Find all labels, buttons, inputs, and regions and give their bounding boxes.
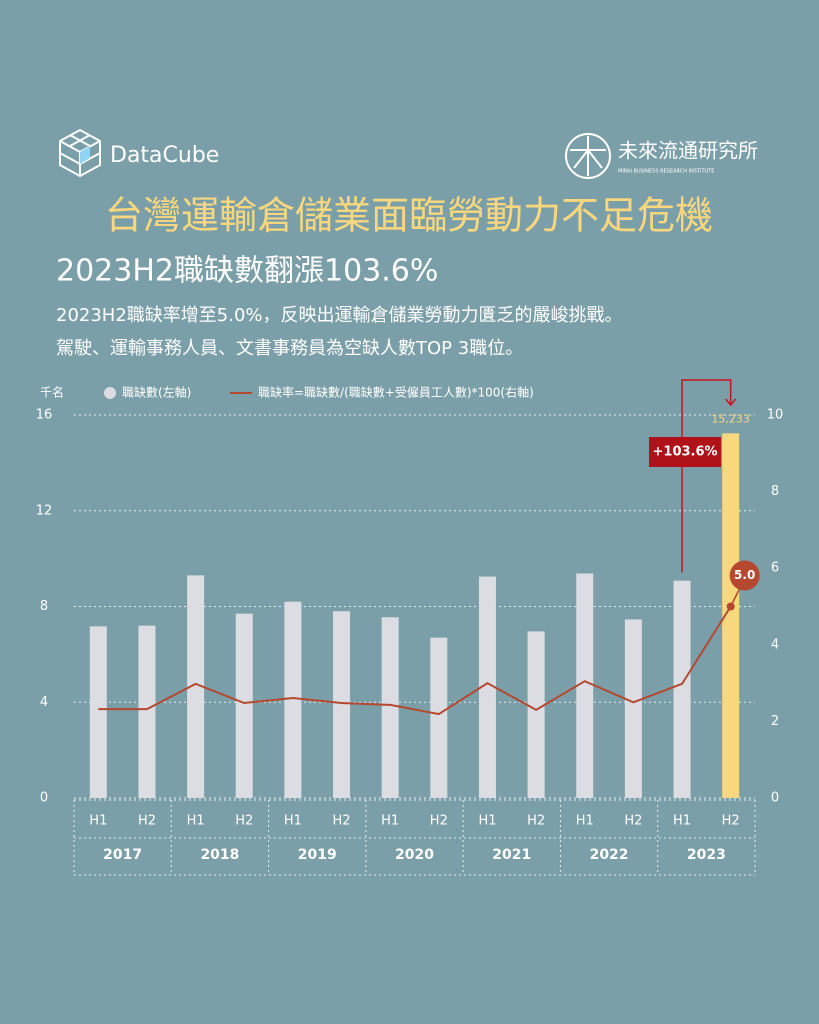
legend-marker xyxy=(104,387,116,399)
x-tick-label: H1 xyxy=(89,814,107,829)
y2-tick-label: 4 xyxy=(771,637,779,652)
y-tick-label: 4 xyxy=(40,695,48,710)
group-label: 2021 xyxy=(492,847,531,863)
group-label: 2018 xyxy=(200,847,239,863)
datacube-logo xyxy=(59,128,101,178)
bar xyxy=(187,575,205,798)
subtitle: 2023H2職缺數翻漲103.6% xyxy=(56,254,438,289)
bar xyxy=(478,576,496,798)
x-tick-label: H2 xyxy=(333,814,351,829)
bar xyxy=(673,580,691,798)
label-bubble xyxy=(729,560,760,591)
bar xyxy=(722,433,740,798)
x-tick-label: H2 xyxy=(527,814,545,829)
y2-tick-label: 0 xyxy=(771,791,779,806)
annotation-arrow xyxy=(681,379,732,573)
bar xyxy=(381,617,399,798)
x-tick-label: H2 xyxy=(138,814,156,829)
group-label: 2022 xyxy=(590,847,629,863)
legend-label: 職缺數(左軸) xyxy=(122,385,191,400)
bar xyxy=(89,626,107,798)
y-tick-label: 12 xyxy=(36,503,53,518)
x-tick-label: H1 xyxy=(284,814,302,829)
brand-right-sub: MIRAI BUSINESS RESEARCH INSTITUTE xyxy=(618,169,714,175)
x-tick-label: H1 xyxy=(187,814,205,829)
y2-tick-label: 10 xyxy=(767,408,784,423)
line xyxy=(98,605,732,716)
y-axis-label: 千名 xyxy=(40,385,64,400)
annotation: +103.6% xyxy=(653,445,718,460)
description: 駕駛、運輸事務人員、文書事務員為空缺人數TOP 3職位。 xyxy=(56,338,523,359)
brand-left: DataCube xyxy=(110,143,219,168)
bar xyxy=(138,625,156,798)
value-label: 5.0 xyxy=(734,568,755,582)
x-tick-label: H2 xyxy=(624,814,642,829)
label-stem xyxy=(730,586,742,607)
mirai-logo xyxy=(565,133,611,179)
brand-right: 未來流通研究所 xyxy=(618,139,758,163)
group-label: 2020 xyxy=(395,847,434,863)
y-tick-label: 16 xyxy=(36,408,53,423)
bar xyxy=(430,637,448,798)
y-tick-label: 8 xyxy=(40,599,48,614)
x-tick-label: H1 xyxy=(381,814,399,829)
title: 台灣運輸倉儲業面臨勞動力不足危機 xyxy=(105,194,713,238)
annotation-arrowhead xyxy=(725,398,737,407)
y2-tick-label: 6 xyxy=(771,561,779,576)
group-label: 2023 xyxy=(687,847,726,863)
value-label: 15,233 xyxy=(711,412,750,425)
description: 2023H2職缺率增至5.0%，反映出運輸倉儲業勞動力匱乏的嚴峻挑戰。 xyxy=(56,305,623,326)
x-tick-label: H1 xyxy=(478,814,496,829)
bar xyxy=(235,613,253,798)
bar xyxy=(624,619,642,798)
y2-tick-label: 2 xyxy=(771,714,779,729)
x-tick-label: H1 xyxy=(576,814,594,829)
y-tick-label: 0 xyxy=(40,791,48,806)
x-tick-label: H2 xyxy=(430,814,448,829)
bar xyxy=(284,601,302,798)
x-tick-label: H1 xyxy=(673,814,691,829)
bar xyxy=(527,631,545,798)
x-tick-label: H2 xyxy=(235,814,253,829)
legend-label: 職缺率=職缺數/(職缺數+受僱員工人數)*100(右軸) xyxy=(258,385,534,400)
bar xyxy=(333,611,351,798)
group-label: 2017 xyxy=(103,847,142,863)
x-tick-label: H2 xyxy=(722,814,740,829)
y2-tick-label: 8 xyxy=(771,484,779,499)
group-label: 2019 xyxy=(298,847,337,863)
annotation-box xyxy=(649,437,722,467)
bar xyxy=(576,573,594,798)
